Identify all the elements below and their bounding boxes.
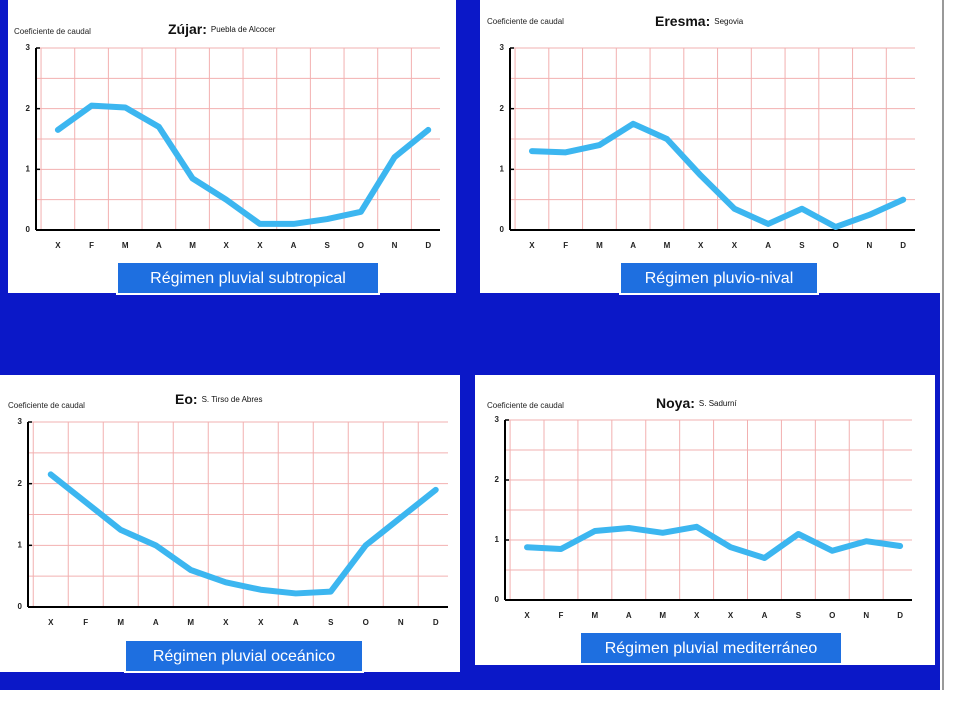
x-tick-label: X — [529, 241, 535, 250]
panel — [8, 0, 456, 293]
y-tick-label: 0 — [18, 602, 23, 611]
x-tick-label: A — [153, 618, 159, 627]
x-tick-label: N — [863, 611, 869, 620]
x-tick-label: X — [224, 241, 230, 250]
y-tick-label: 1 — [26, 164, 31, 173]
y-tick-label: 2 — [26, 104, 31, 113]
y-axis-label: Coeficiente de caudal — [487, 17, 564, 26]
x-tick-label: M — [664, 241, 671, 250]
x-tick-label: O — [833, 241, 839, 250]
x-tick-label: O — [363, 618, 369, 627]
x-tick-label: A — [765, 241, 771, 250]
x-tick-label: M — [187, 618, 194, 627]
x-tick-label: A — [293, 618, 299, 627]
title-main: Zújar: — [168, 21, 207, 37]
y-tick-label: 3 — [18, 417, 23, 426]
y-tick-label: 1 — [500, 164, 505, 173]
x-tick-label: X — [524, 611, 530, 620]
x-tick-label: M — [596, 241, 603, 250]
y-tick-label: 3 — [495, 415, 500, 424]
title-sub: Puebla de Alcocer — [211, 25, 276, 34]
panel — [475, 375, 935, 665]
caption-box — [619, 261, 819, 295]
x-tick-label: A — [156, 241, 162, 250]
chart-title: Zújar: Puebla de Alcocer — [168, 21, 276, 37]
x-tick-label: F — [563, 241, 568, 250]
y-tick-label: 1 — [495, 535, 500, 544]
data-line — [47, 471, 439, 597]
chart-title: Noya: S. Sadurní — [656, 395, 737, 411]
x-tick-label: X — [732, 241, 738, 250]
data-line — [54, 102, 432, 227]
x-tick-label: S — [796, 611, 802, 620]
x-tick-label: O — [829, 611, 835, 620]
x-tick-label: S — [325, 241, 331, 250]
y-tick-label: 0 — [500, 225, 505, 234]
x-tick-label: F — [83, 618, 88, 627]
x-tick-label: M — [592, 611, 599, 620]
x-tick-label: O — [358, 241, 364, 250]
y-axis-label: Coeficiente de caudal — [14, 27, 91, 36]
x-tick-label: X — [223, 618, 229, 627]
caption: Régimen pluvial subtropical — [150, 270, 346, 287]
caption-box — [579, 631, 843, 665]
x-tick-label: X — [698, 241, 704, 250]
x-tick-label: X — [258, 618, 264, 627]
chart-title: Eresma: Segovia — [655, 13, 744, 29]
y-tick-label: 2 — [500, 104, 505, 113]
x-tick-label: A — [630, 241, 636, 250]
caption: Régimen pluvial oceánico — [153, 648, 335, 665]
title-sub: Segovia — [714, 17, 743, 26]
x-tick-label: F — [89, 241, 94, 250]
caption: Régimen pluvial mediterráneo — [605, 640, 818, 657]
title-main: Noya: — [656, 395, 695, 411]
data-line — [528, 120, 907, 230]
y-tick-label: 1 — [18, 540, 23, 549]
x-tick-label: X — [257, 241, 263, 250]
x-tick-label: M — [189, 241, 196, 250]
title-main: Eo: — [175, 391, 198, 407]
x-tick-label: S — [328, 618, 334, 627]
y-tick-label: 0 — [26, 225, 31, 234]
y-axis-label: Coeficiente de caudal — [487, 401, 564, 410]
title-sub: S. Sadurní — [699, 399, 738, 408]
x-tick-label: D — [897, 611, 903, 620]
y-tick-label: 3 — [500, 43, 505, 52]
x-tick-label: F — [559, 611, 564, 620]
x-tick-label: X — [694, 611, 700, 620]
x-tick-label: D — [425, 241, 431, 250]
y-tick-label: 2 — [495, 475, 500, 484]
caption: Régimen pluvio-nival — [645, 270, 794, 287]
x-tick-label: A — [626, 611, 632, 620]
y-tick-label: 3 — [26, 43, 31, 52]
title-sub: S. Tirso de Abres — [202, 395, 263, 404]
title-main: Eresma: — [655, 13, 710, 29]
chart-title: Eo: S. Tirso de Abres — [175, 391, 262, 407]
y-tick-label: 2 — [18, 479, 23, 488]
x-tick-label: N — [392, 241, 398, 250]
x-tick-label: X — [55, 241, 61, 250]
x-tick-label: D — [900, 241, 906, 250]
x-tick-label: D — [433, 618, 439, 627]
x-tick-label: N — [867, 241, 873, 250]
x-tick-label: A — [762, 611, 768, 620]
x-tick-label: X — [48, 618, 54, 627]
x-tick-label: N — [398, 618, 404, 627]
x-tick-label: M — [117, 618, 124, 627]
x-tick-label: M — [122, 241, 129, 250]
y-tick-label: 0 — [495, 595, 500, 604]
x-tick-label: X — [728, 611, 734, 620]
panel — [480, 0, 940, 293]
caption-box — [116, 261, 380, 295]
data-line — [524, 523, 904, 561]
x-tick-label: A — [291, 241, 297, 250]
x-tick-label: S — [799, 241, 805, 250]
x-tick-label: M — [659, 611, 666, 620]
y-axis-label: Coeficiente de caudal — [8, 401, 85, 410]
caption-box — [124, 639, 364, 673]
